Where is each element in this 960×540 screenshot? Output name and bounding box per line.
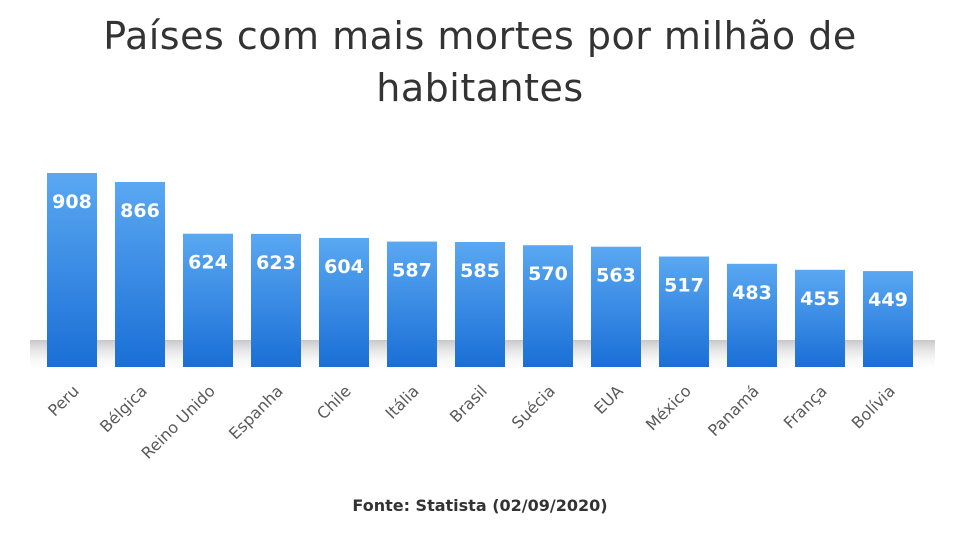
value-label-italia: 587 (392, 260, 432, 282)
bar-eua (591, 246, 641, 367)
bar-suecia (523, 245, 573, 367)
bar-mexico (659, 256, 709, 367)
tick-label-franca: França (780, 381, 831, 432)
bar-brasil (455, 242, 505, 367)
tick-label-suecia: Suécia (508, 381, 559, 432)
bar-franca (795, 269, 845, 367)
tick-label-bolivia: Bolívia (848, 381, 899, 432)
tick-label-peru: Peru (44, 381, 83, 420)
chart-title: Países com mais mortes por milhão de hab… (103, 14, 857, 110)
tick-label-espanha: Espanha (225, 381, 287, 443)
tick-label-belgica: Bélgica (96, 381, 151, 436)
value-label-belgica: 866 (120, 200, 160, 222)
value-label-eua: 563 (596, 265, 636, 287)
value-label-franca: 455 (800, 288, 840, 310)
source-note: Fonte: Statista (02/09/2020) (352, 496, 608, 515)
bar-bolivia (863, 271, 913, 367)
tick-label-italia: Itália (381, 381, 422, 422)
bar-espanha (251, 233, 301, 367)
value-label-peru: 908 (52, 191, 92, 213)
tick-label-panama: Panamá (704, 381, 763, 440)
value-label-suecia: 570 (528, 263, 568, 285)
bar-italia (387, 241, 437, 367)
value-label-reino-unido: 624 (188, 252, 228, 274)
value-label-chile: 604 (324, 256, 364, 278)
bar-panama (727, 263, 777, 367)
value-label-espanha: 623 (256, 252, 296, 274)
tick-label-chile: Chile (313, 381, 355, 423)
tick-label-reino-unido: Reino Unido (138, 381, 219, 462)
bar-peru (47, 173, 97, 367)
bar-chile (319, 237, 369, 367)
bar-belgica (115, 181, 165, 367)
tick-label-eua: EUA (590, 381, 627, 418)
tick-label-mexico: México (642, 381, 695, 434)
tick-label-brasil: Brasil (446, 381, 491, 426)
value-label-mexico: 517 (664, 275, 704, 297)
value-label-brasil: 585 (460, 260, 500, 282)
bars-layer: 908 866 624 623 604 587 585 570 563 517 483 455 449 (47, 173, 913, 367)
value-label-bolivia: 449 (868, 289, 908, 311)
bar-reino-unido (183, 233, 233, 367)
value-label-panama: 483 (732, 282, 772, 304)
